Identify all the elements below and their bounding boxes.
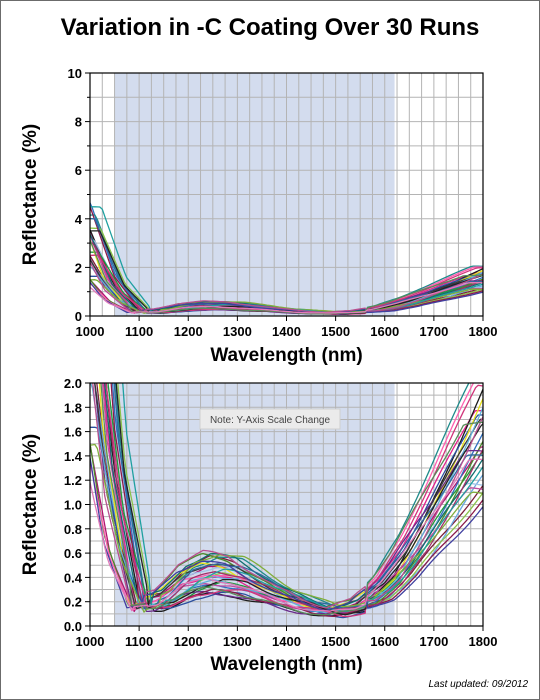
x-tick-label: 1300 xyxy=(223,324,252,339)
y-tick-label: 6 xyxy=(75,163,82,178)
y-tick-label: 1.0 xyxy=(64,498,82,513)
x-tick-label: 1400 xyxy=(272,324,301,339)
x-axis-label: Wavelength (nm) xyxy=(210,654,362,675)
x-tick-label: 1700 xyxy=(419,634,448,649)
y-tick-label: 2.0 xyxy=(64,376,82,391)
y-tick-label: 1.6 xyxy=(64,425,82,440)
series-line-run-29 xyxy=(90,239,483,315)
series-line-run-30 xyxy=(90,281,483,314)
x-tick-label: 1800 xyxy=(469,324,498,339)
series-group xyxy=(90,202,483,315)
x-tick-label: 1000 xyxy=(76,634,105,649)
series-line-run-30 xyxy=(90,458,483,612)
y-tick-label: 0 xyxy=(75,309,82,324)
y-tick-label: 1.8 xyxy=(64,400,82,415)
series-line-run-23 xyxy=(90,443,483,613)
chart-panel-2: 1000 1100 1200 1300 1400 1500 1600 1700 1800 0.0 0… xyxy=(20,376,498,675)
x-tick-label: 1200 xyxy=(174,324,203,339)
annotation-box xyxy=(199,408,341,430)
x-tick-label: 1500 xyxy=(321,324,350,339)
x-axis-label: Wavelength (nm) xyxy=(210,345,362,366)
y-tick-label: 1.2 xyxy=(64,473,82,488)
x-tick-label: 1600 xyxy=(370,324,399,339)
x-tick-label: 1100 xyxy=(125,634,153,649)
x-tick-label: 1700 xyxy=(419,324,448,339)
x-tick-label: 1000 xyxy=(76,324,105,339)
series-line-run-28 xyxy=(90,261,483,314)
x-tick-label: 1600 xyxy=(370,634,399,649)
series-line-run-28 xyxy=(92,383,483,609)
y-tick-label: 1.4 xyxy=(64,449,83,464)
chart-title: Variation in -C Coating Over 30 Runs xyxy=(60,14,480,41)
y-axis-label: Reflectance (%) xyxy=(20,434,41,576)
y-tick-label: 10 xyxy=(68,66,82,81)
series-line-run-14 xyxy=(93,383,483,615)
series-line-run-27 xyxy=(90,457,483,611)
x-tick-label: 1500 xyxy=(321,634,350,649)
annotation-text: Note: Y-Axis Scale Change xyxy=(210,415,331,426)
y-tick-label: 0.8 xyxy=(64,522,82,537)
series-line-run-29 xyxy=(100,383,483,616)
y-tick-label: 0.6 xyxy=(64,546,82,561)
y-tick-label: 2 xyxy=(75,260,82,275)
x-tick-label: 1100 xyxy=(125,324,153,339)
y-axis-label: Reflectance (%) xyxy=(20,124,41,266)
x-tick-label: 1400 xyxy=(272,634,301,649)
x-tick-label: 1200 xyxy=(174,634,203,649)
x-tick-label: 1300 xyxy=(223,634,252,649)
y-tick-label: 0.0 xyxy=(64,619,82,634)
y-tick-label: 4 xyxy=(75,212,83,227)
series-group xyxy=(90,383,483,619)
y-tick-label: 8 xyxy=(75,115,82,130)
y-tick-label: 0.4 xyxy=(64,570,83,585)
x-tick-label: 1800 xyxy=(469,634,498,649)
y-tick-label: 0.2 xyxy=(64,595,82,610)
last-updated-text: Last updated: 09/2012 xyxy=(428,679,528,690)
chart-panel-1: 1000 1100 1200 1300 1400 1500 1600 1700 1800 0 2 4 6… xyxy=(20,66,497,366)
